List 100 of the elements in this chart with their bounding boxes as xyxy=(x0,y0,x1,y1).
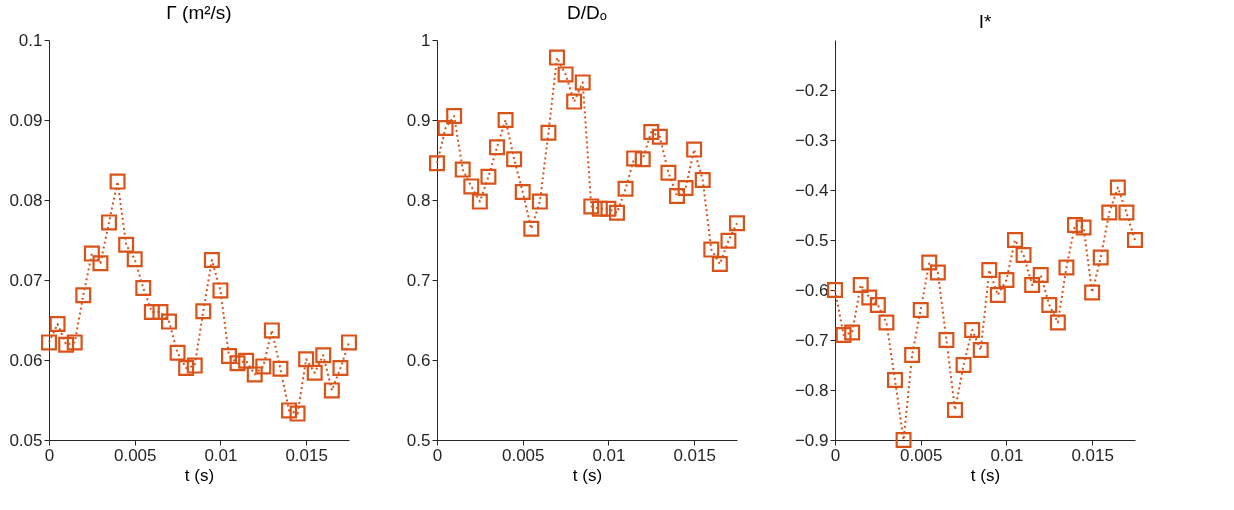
y-tick-label: 0.5 xyxy=(406,430,431,450)
point xyxy=(1049,314,1066,331)
y-tick-label: 0.09 xyxy=(9,110,43,130)
point xyxy=(1092,249,1109,266)
point xyxy=(729,215,745,232)
point xyxy=(921,254,938,271)
point xyxy=(1032,267,1049,283)
point xyxy=(1075,219,1092,236)
point xyxy=(955,357,972,373)
point xyxy=(323,382,340,399)
point xyxy=(677,180,694,196)
point xyxy=(83,245,100,262)
point xyxy=(246,366,263,383)
x-tick-label: 0 xyxy=(830,445,841,465)
y-tick-label: 0.9 xyxy=(406,110,431,130)
point xyxy=(169,344,186,361)
point xyxy=(1084,284,1101,301)
point xyxy=(912,302,929,318)
point xyxy=(463,178,480,195)
point xyxy=(549,49,565,66)
y-tick-label: −0.7 xyxy=(794,330,829,350)
point xyxy=(947,402,963,418)
point xyxy=(263,322,280,339)
point xyxy=(178,360,195,376)
y-tick-label: 0.1 xyxy=(18,30,43,50)
point xyxy=(1007,232,1023,248)
point xyxy=(989,287,1006,303)
point xyxy=(41,334,57,351)
point xyxy=(437,120,454,136)
point xyxy=(75,287,92,304)
point xyxy=(118,236,135,253)
point xyxy=(643,124,660,140)
point xyxy=(109,173,126,190)
y-tick-label: −0.4 xyxy=(794,180,829,200)
point xyxy=(143,304,160,320)
point xyxy=(66,334,83,351)
point xyxy=(332,360,349,376)
x-tick-label: 0.015 xyxy=(285,445,328,465)
point xyxy=(298,351,315,368)
point xyxy=(186,357,203,374)
point xyxy=(660,164,677,181)
point xyxy=(306,364,323,381)
point xyxy=(844,324,861,341)
point xyxy=(686,141,703,158)
x-axis-title: t (s) xyxy=(572,465,603,485)
y-tick-label: 0.06 xyxy=(9,350,43,370)
point xyxy=(221,348,237,364)
x-tick-label: 0.005 xyxy=(501,445,545,465)
point xyxy=(446,108,463,124)
y-tick-label: 0.07 xyxy=(9,270,43,290)
point xyxy=(101,214,117,231)
point xyxy=(289,405,306,422)
point xyxy=(1058,259,1075,276)
point xyxy=(161,313,177,330)
x-tick-label: 0.015 xyxy=(1071,445,1114,465)
point xyxy=(238,352,255,369)
point xyxy=(1118,204,1135,221)
point xyxy=(49,316,66,332)
point xyxy=(152,304,169,320)
point xyxy=(429,155,445,172)
point xyxy=(583,198,600,215)
x-tick-label: 0.015 xyxy=(673,445,716,465)
point xyxy=(609,204,625,221)
point xyxy=(58,336,75,353)
point xyxy=(703,241,720,258)
y-tick-label: 0.6 xyxy=(406,350,431,370)
point xyxy=(229,355,246,372)
point xyxy=(938,332,955,348)
point xyxy=(887,372,903,388)
point xyxy=(998,272,1015,288)
point xyxy=(1024,277,1041,293)
point xyxy=(341,334,357,351)
point xyxy=(827,282,843,298)
point xyxy=(720,232,737,249)
point xyxy=(904,347,921,363)
point xyxy=(878,314,895,331)
y-tick-label: 0.8 xyxy=(406,190,431,210)
x-tick-label: 0.01 xyxy=(592,445,626,465)
point xyxy=(203,252,220,268)
point xyxy=(1067,217,1083,233)
point xyxy=(92,255,109,272)
point xyxy=(531,193,548,210)
point xyxy=(574,74,591,91)
chart-title: D/Dₒ xyxy=(567,2,607,23)
point xyxy=(1127,232,1143,248)
point xyxy=(212,282,229,299)
point xyxy=(964,322,981,338)
point xyxy=(514,184,531,200)
y-tick-label: −0.9 xyxy=(794,430,829,450)
point xyxy=(626,150,643,167)
point xyxy=(272,360,289,377)
chart-title: I* xyxy=(978,11,992,32)
point xyxy=(1015,247,1032,263)
point xyxy=(557,66,574,83)
point xyxy=(489,139,505,156)
chart-title: Γ (m²/s) xyxy=(166,2,232,23)
x-tick-label: 0.01 xyxy=(204,445,238,465)
y-tick-label: −0.3 xyxy=(794,130,829,150)
point xyxy=(540,124,557,141)
point xyxy=(711,256,728,272)
